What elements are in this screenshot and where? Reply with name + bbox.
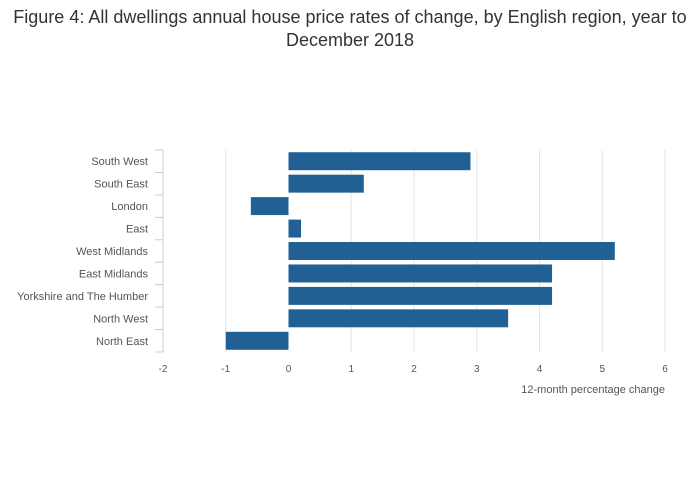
bar xyxy=(225,331,289,350)
x-tick-label: 6 xyxy=(662,364,668,375)
x-tick-label: 3 xyxy=(474,364,480,375)
category-label: North West xyxy=(93,313,148,325)
bar xyxy=(288,219,302,238)
category-label: Yorkshire and The Humber xyxy=(17,291,148,303)
x-axis-title: 12-month percentage change xyxy=(521,384,665,396)
bar xyxy=(288,309,509,328)
category-labels: South West South East London East West Midla… xyxy=(17,156,148,348)
chart-title: Figure 4: All dwellings annual house pri… xyxy=(13,7,687,50)
x-axis-ticks: -2 -1 0 1 2 3 4 5 6 xyxy=(159,364,669,375)
bar xyxy=(288,174,364,193)
x-tick-label: -2 xyxy=(159,364,168,375)
bar xyxy=(288,264,553,283)
bar xyxy=(288,242,615,260)
bar xyxy=(250,197,289,216)
category-label: East xyxy=(126,224,148,236)
bar xyxy=(288,152,471,171)
x-tick-label: 5 xyxy=(599,364,605,375)
bar xyxy=(288,286,553,305)
category-label: North East xyxy=(96,336,148,348)
x-tick-label: 2 xyxy=(411,364,417,375)
category-label: London xyxy=(111,201,148,213)
bars xyxy=(225,152,615,350)
category-label: East Midlands xyxy=(79,268,149,280)
x-tick-label: -1 xyxy=(221,364,230,375)
category-label: South East xyxy=(94,179,148,191)
x-tick-label: 0 xyxy=(286,364,292,375)
x-tick-label: 1 xyxy=(348,364,354,375)
x-tick-label: 4 xyxy=(537,364,543,375)
category-label: South West xyxy=(91,156,148,168)
y-axis xyxy=(155,149,164,353)
category-label: West Midlands xyxy=(76,246,148,258)
